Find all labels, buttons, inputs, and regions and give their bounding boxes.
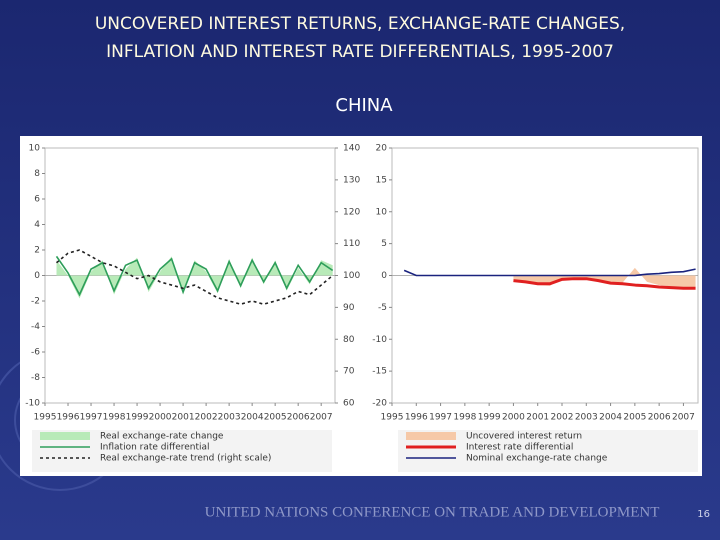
x-tick-label: 2001 [526,413,549,423]
y2-tick-label: 100 [343,271,360,281]
x-tick-label: 1999 [126,413,149,423]
slide-title: UNCOVERED INTEREST RETURNS, EXCHANGE-RAT… [95,14,625,34]
y-tick-label: 0 [34,271,40,281]
y2-tick-label: 120 [343,207,360,217]
y-tick-label: 4 [34,220,40,230]
chart-panel [20,136,702,476]
line [403,268,696,277]
y-tick-label: 0 [381,271,387,281]
x-tick-label: 1995 [381,413,404,423]
line [513,277,696,290]
x-tick-label: 2000 [502,413,525,423]
x-tick-label: 1998 [103,413,126,423]
x-tick-label: 2004 [599,413,622,423]
y-tick-label: 10 [29,144,41,154]
x-tick-label: 1997 [80,413,103,423]
y-tick-label: -20 [372,399,387,409]
y-tick-label: 2 [34,246,40,256]
y-tick-label: -8 [31,373,40,383]
legend-label: Real exchange-rate change [100,432,224,442]
page-number: 16 [697,509,710,520]
legend-swatch [40,432,90,440]
y-tick-label: -2 [31,297,40,307]
legend-label: Interest rate differential [466,443,573,453]
x-tick-label: 2000 [149,413,172,423]
y-tick-label: 5 [381,239,387,249]
slide-title: INFLATION AND INTEREST RATE DIFFERENTIAL… [106,42,614,62]
x-tick-label: 1997 [429,413,452,423]
x-tick-label: 2004 [241,413,264,423]
legend-label: Nominal exchange-rate change [466,454,608,464]
y-tick-label: 20 [376,144,388,154]
slide-subtitle: CHINA [335,95,393,116]
area [513,267,696,287]
x-tick-label: 2006 [648,413,671,423]
x-tick-label: 2001 [172,413,195,423]
x-tick-label: 2005 [623,413,646,423]
x-tick-label: 2002 [195,413,218,423]
y-tick-label: 8 [34,169,40,179]
footer: UNITED NATIONS CONFERENCE ON TRADE AND D… [205,504,660,520]
y2-tick-label: 90 [343,303,355,313]
y2-tick-label: 110 [343,239,360,249]
x-tick-label: 1996 [57,413,80,423]
y-tick-label: -10 [372,335,387,345]
line [55,255,334,297]
y-tick-label: 15 [376,175,387,185]
y2-tick-label: 130 [343,175,360,185]
x-tick-label: 2006 [287,413,310,423]
x-tick-label: 2005 [264,413,287,423]
x-tick-label: 2003 [218,413,241,423]
legend-label: Inflation rate differential [100,443,210,453]
legend-swatch [406,432,456,440]
y-tick-label: -6 [31,348,40,358]
legend-label: Uncovered interest return [466,432,582,442]
x-tick-label: 2007 [310,413,333,423]
y2-tick-label: 140 [343,144,360,154]
y-tick-label: 6 [34,195,40,205]
y2-tick-label: 60 [343,399,355,409]
line [55,249,334,306]
x-tick-label: 1995 [34,413,57,423]
x-tick-label: 2007 [672,413,695,423]
y-tick-label: -10 [25,399,40,409]
x-tick-label: 1999 [478,413,501,423]
x-tick-label: 1996 [405,413,428,423]
y-tick-label: -15 [372,367,387,377]
x-tick-label: 2003 [575,413,598,423]
y-tick-label: -4 [31,322,40,332]
y2-tick-label: 70 [343,367,355,377]
x-tick-label: 1998 [453,413,476,423]
y-tick-label: -5 [378,303,387,313]
x-tick-label: 2002 [551,413,574,423]
legend-label: Real exchange-rate trend (right scale) [100,454,271,464]
y-tick-label: 10 [376,207,388,217]
y2-tick-label: 80 [343,335,355,345]
